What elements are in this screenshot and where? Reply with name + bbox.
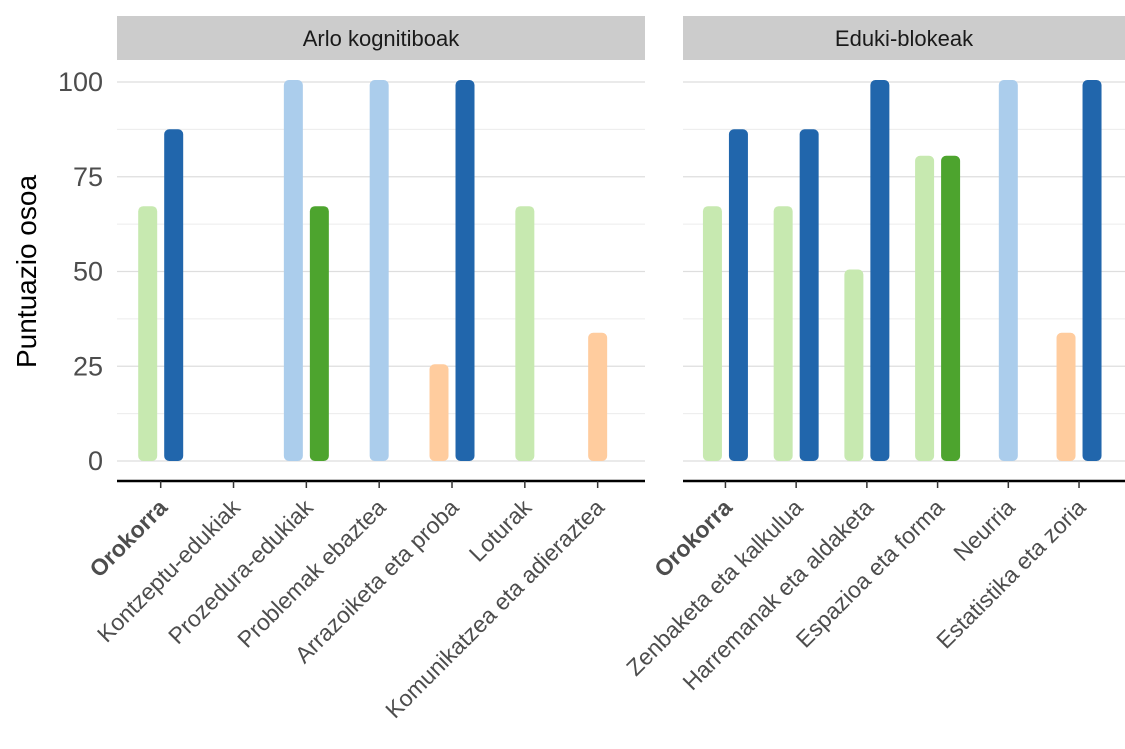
bar bbox=[844, 269, 864, 461]
x-tick-label: Neurria bbox=[948, 494, 1020, 566]
y-axis-title: Puntuazio osoa bbox=[11, 175, 42, 368]
bar bbox=[138, 206, 158, 461]
bar bbox=[915, 155, 935, 462]
y-tick-label: 100 bbox=[58, 67, 103, 97]
y-axis-title-group: Puntuazio osoa bbox=[11, 175, 42, 368]
facet-title: Arlo kognitiboak bbox=[303, 26, 461, 51]
bar bbox=[164, 129, 184, 461]
bar bbox=[941, 155, 961, 462]
bar bbox=[1082, 80, 1102, 461]
gridlines bbox=[683, 81, 1125, 462]
facet-title: Eduki-blokeak bbox=[835, 26, 974, 51]
bar bbox=[309, 206, 329, 461]
y-tick-label: 25 bbox=[73, 351, 103, 381]
bar bbox=[369, 80, 389, 461]
x-tick-label: Loturak bbox=[464, 494, 537, 567]
bar bbox=[799, 129, 819, 461]
bar bbox=[702, 206, 722, 461]
bar bbox=[998, 80, 1018, 461]
bar bbox=[283, 80, 303, 461]
panel-arlo-kognitiboak: Arlo kognitiboak0255075100OrokorraKontze… bbox=[58, 16, 645, 723]
bar bbox=[773, 206, 793, 461]
y-tick-label: 0 bbox=[88, 446, 103, 476]
bar bbox=[870, 80, 890, 461]
bar bbox=[455, 80, 475, 461]
y-tick-label: 50 bbox=[73, 257, 103, 287]
bar bbox=[429, 364, 449, 461]
bar bbox=[588, 332, 608, 461]
bar bbox=[1056, 332, 1076, 461]
bar bbox=[515, 206, 535, 461]
facet-strip bbox=[683, 16, 1125, 60]
facet-strip bbox=[117, 16, 645, 60]
bar bbox=[728, 129, 748, 461]
y-tick-label: 75 bbox=[73, 162, 103, 192]
